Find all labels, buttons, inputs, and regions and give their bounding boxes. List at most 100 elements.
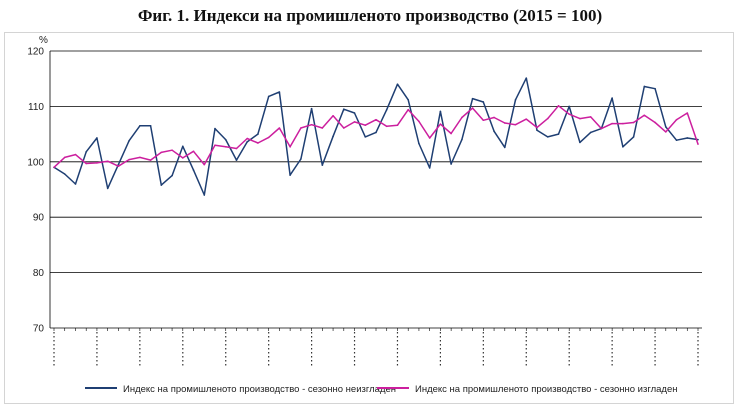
data-point-s1-57 (665, 131, 667, 133)
y-tick-label-90: 90 (33, 213, 45, 224)
data-point-s0-44 (525, 77, 528, 79)
data-point-s1-6 (117, 165, 120, 168)
data-point-s0-5 (106, 187, 109, 190)
data-point-s1-46 (546, 117, 549, 120)
series-line-adjusted (53, 105, 699, 168)
data-point-s0-32 (396, 83, 399, 86)
data-point-s0-37 (450, 163, 452, 165)
data-point-s1-28 (353, 121, 356, 123)
data-point-s1-8 (139, 156, 141, 159)
data-point-s1-59 (686, 112, 689, 114)
data-point-s0-33 (407, 98, 410, 101)
data-point-s0-54 (632, 136, 635, 138)
data-point-s0-31 (385, 108, 388, 111)
data-point-s1-38 (461, 116, 463, 119)
data-point-s0-48 (568, 105, 570, 108)
data-point-s1-23 (300, 127, 302, 129)
data-point-s0-24 (310, 107, 313, 110)
data-point-s0-18 (246, 141, 248, 143)
data-point-s0-23 (300, 158, 302, 160)
series-line-unadjusted (53, 77, 699, 196)
y-tick-labels: 70 80 90 100 110 120 (27, 47, 44, 335)
data-point-s1-26 (332, 115, 334, 117)
data-point-s0-42 (504, 146, 506, 149)
data-point-s1-47 (557, 105, 560, 107)
line-chart: 70 80 90 100 110 120 % Индекс на промишленото… (27, 35, 702, 395)
data-point-s0-3 (85, 151, 87, 153)
data-point-s0-40 (482, 101, 485, 103)
data-point-s1-0 (53, 166, 55, 169)
data-point-s1-30 (375, 118, 377, 121)
data-point-s0-38 (461, 138, 463, 141)
data-point-s1-7 (128, 158, 130, 161)
data-point-s0-58 (675, 139, 678, 141)
legend-label-unadjusted: Индекс на промишленото производство - се… (123, 384, 396, 395)
data-point-s0-41 (493, 130, 495, 133)
data-point-s1-29 (364, 124, 367, 127)
data-point-s1-18 (246, 137, 248, 140)
data-point-s1-16 (224, 146, 227, 148)
data-point-s1-2 (74, 153, 77, 156)
data-point-s0-8 (139, 124, 141, 127)
data-point-s0-25 (321, 164, 324, 166)
y-tick-label-100: 100 (27, 157, 44, 168)
data-point-s0-26 (332, 135, 334, 138)
data-point-s0-46 (546, 136, 549, 138)
data-point-s0-49 (579, 141, 581, 144)
data-point-s1-14 (203, 163, 206, 166)
data-point-s0-2 (74, 183, 77, 185)
data-point-s0-4 (96, 137, 98, 139)
data-point-s0-52 (611, 97, 613, 99)
data-point-s0-28 (353, 112, 356, 114)
data-point-s0-50 (589, 131, 592, 134)
x-tick-marks (53, 328, 699, 368)
data-point-s1-37 (450, 132, 452, 135)
data-point-s0-27 (343, 108, 345, 110)
data-point-s1-55 (643, 114, 646, 117)
data-point-s0-16 (224, 138, 227, 141)
data-point-s1-52 (611, 122, 613, 125)
data-point-s1-44 (525, 118, 528, 120)
data-point-s0-7 (128, 139, 130, 142)
data-point-s1-41 (493, 116, 495, 119)
data-point-s1-20 (267, 136, 270, 139)
data-point-s0-1 (63, 173, 66, 175)
data-point-s1-10 (160, 151, 163, 154)
data-point-s0-6 (117, 163, 120, 166)
data-point-s0-17 (235, 159, 238, 161)
data-point-s0-14 (203, 194, 206, 196)
data-point-s1-34 (418, 120, 420, 123)
data-point-s1-5 (106, 160, 109, 163)
data-point-s1-12 (182, 157, 184, 159)
data-point-s1-3 (85, 162, 87, 165)
data-point-s1-48 (568, 113, 570, 115)
data-point-s1-4 (96, 162, 98, 164)
y-axis-unit-label: % (39, 35, 48, 46)
data-point-s1-15 (214, 144, 216, 146)
data-point-s1-31 (385, 125, 388, 128)
data-point-s1-17 (235, 147, 238, 150)
data-point-s0-35 (428, 167, 431, 169)
data-point-s0-30 (375, 131, 377, 134)
data-point-s0-10 (160, 184, 163, 186)
data-point-s1-32 (396, 124, 399, 127)
data-point-s1-50 (589, 116, 592, 118)
data-point-s1-11 (171, 149, 173, 151)
data-point-s0-39 (471, 97, 474, 100)
data-point-s1-1 (63, 156, 66, 159)
legend: Индекс на промишленото производство - се… (85, 384, 678, 395)
data-point-s0-34 (418, 142, 420, 145)
y-tick-label-120: 120 (27, 47, 44, 58)
data-point-s0-56 (654, 87, 656, 90)
data-point-s1-60 (697, 143, 699, 145)
data-point-s1-35 (428, 137, 431, 139)
data-point-s1-22 (289, 146, 291, 148)
data-point-s0-36 (439, 110, 442, 113)
data-point-s1-13 (192, 150, 195, 153)
chart-frame: 70 80 90 100 110 120 % Индекс на промишленото… (4, 32, 734, 404)
data-point-s1-24 (310, 123, 313, 126)
data-point-s1-9 (149, 159, 152, 161)
data-point-s0-22 (289, 174, 291, 176)
data-point-s1-36 (439, 123, 442, 125)
data-point-s0-55 (643, 85, 646, 88)
